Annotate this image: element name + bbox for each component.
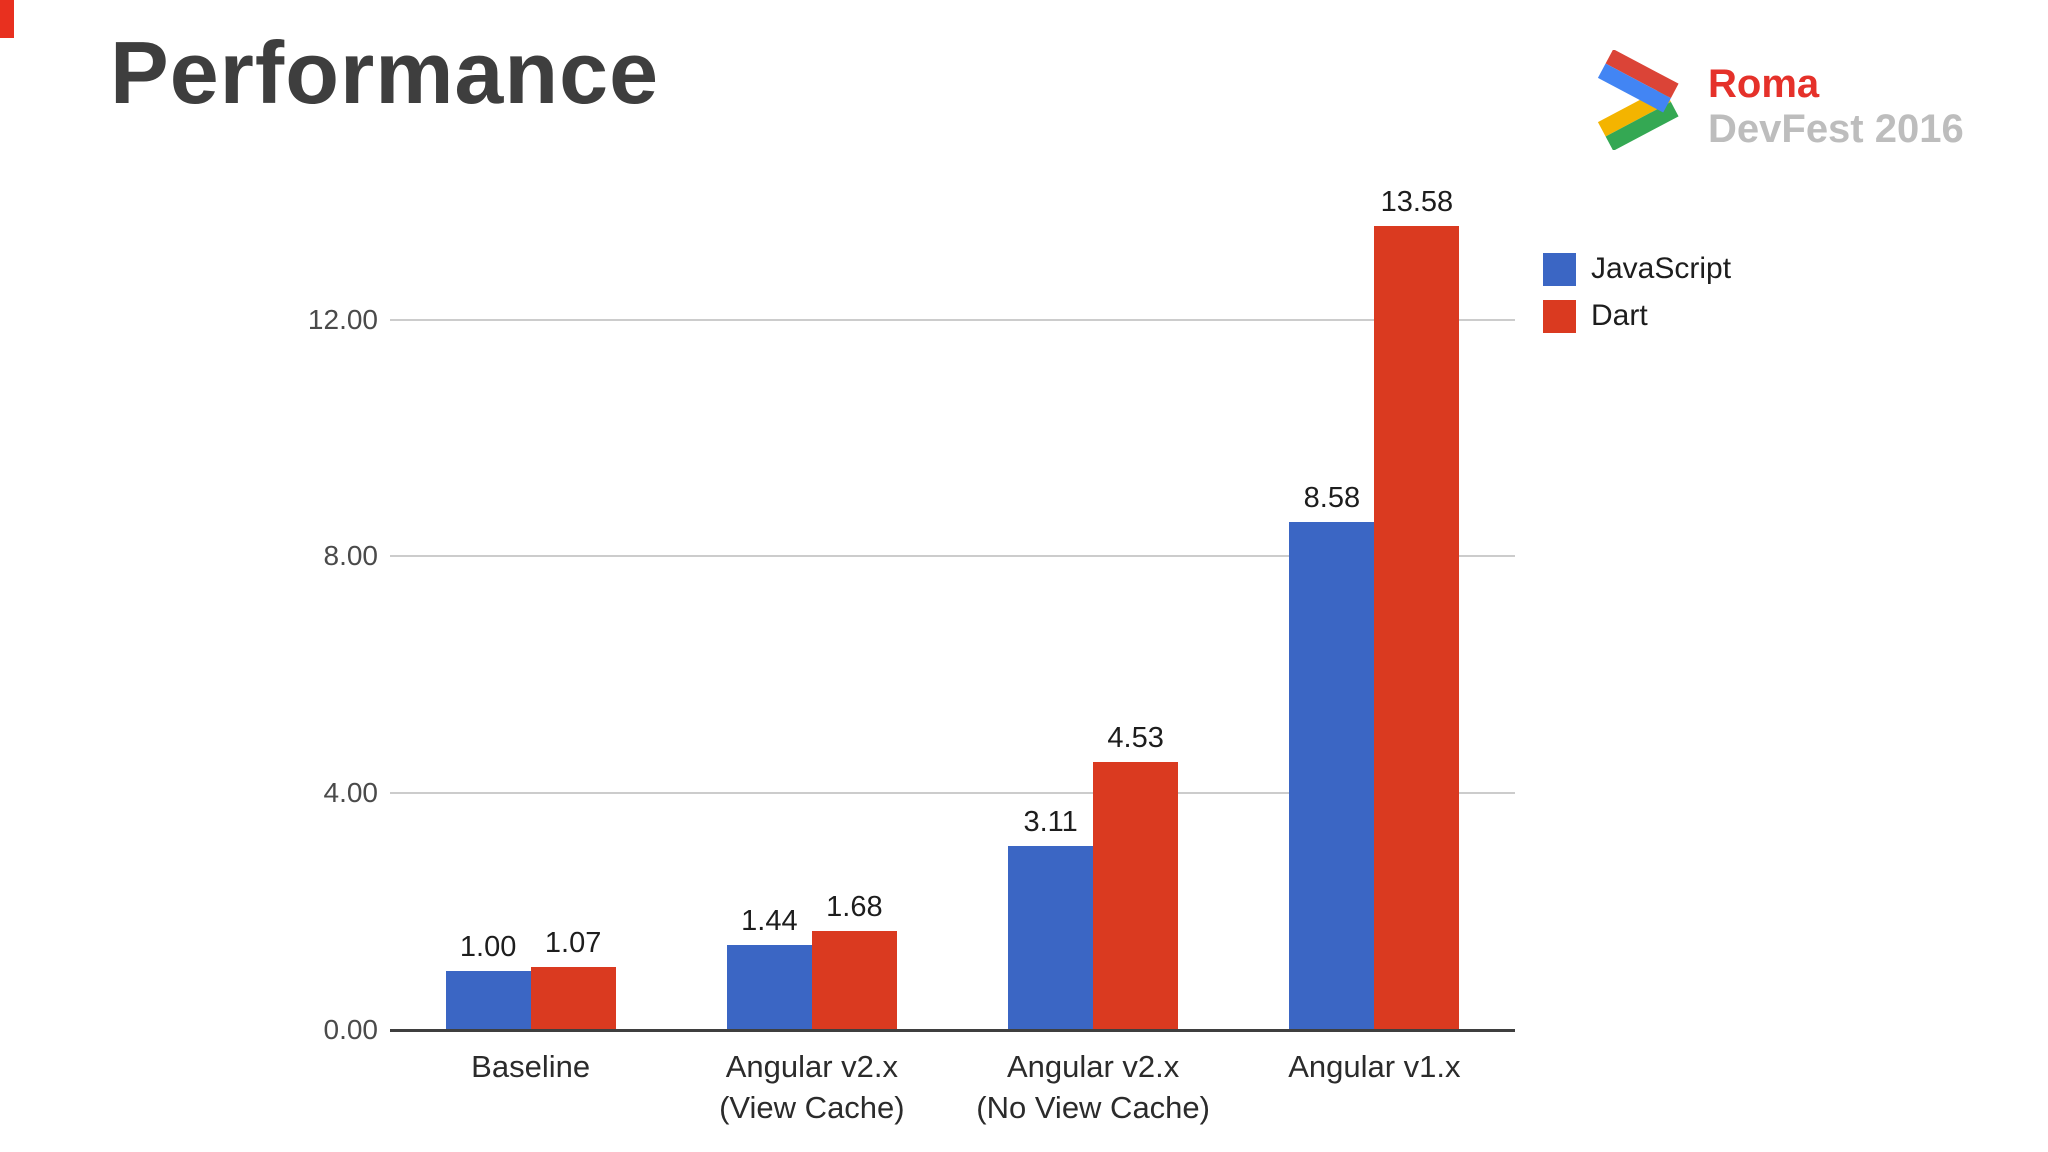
y-axis-tick-label: 4.00	[323, 777, 379, 809]
bar-javascript: 1.44	[726, 905, 812, 1030]
y-axis-tick-label: 12.00	[307, 303, 378, 335]
y-axis-tick-label: 8.00	[323, 540, 379, 572]
x-axis-label-line: Baseline	[471, 1049, 591, 1084]
legend-item-dart: Dart	[1543, 299, 1731, 333]
bar-javascript: 3.11	[1008, 806, 1094, 1030]
x-axis-label-line: (No View Cache)	[976, 1090, 1210, 1125]
x-axis-label: Angular v2.x (View Cache)	[671, 1046, 952, 1128]
bar-value-label: 1.68	[826, 890, 883, 923]
bar-value-label: 3.11	[1023, 805, 1078, 838]
bar-javascript: 1.00	[445, 931, 531, 1030]
bar-dart: 1.68	[811, 891, 897, 1030]
bar-group: 8.58 13.58	[1234, 186, 1515, 1030]
bar-dart: 13.58	[1374, 186, 1460, 1030]
bar-value-label: 1.07	[544, 926, 602, 959]
chart-legend: JavaScript Dart	[1543, 252, 1731, 346]
x-axis-label: Angular v2.x (No View Cache)	[953, 1046, 1234, 1128]
bar-dart: 1.07	[530, 927, 616, 1030]
legend-label: JavaScript	[1591, 252, 1732, 285]
bar-dart: 4.53	[1093, 722, 1179, 1030]
gdg-chevron-icon	[1597, 50, 1679, 150]
bar-group: 3.11 4.53	[953, 722, 1234, 1030]
devfest-logo: Roma DevFest 2016	[1596, 50, 1964, 152]
bar-value-label: 13.58	[1380, 186, 1454, 219]
logo-roma-text: Roma	[1708, 62, 1820, 106]
x-axis-label: Baseline	[390, 1046, 671, 1128]
bar-group: 1.00 1.07	[390, 927, 671, 1030]
bar-value-label: 1.00	[459, 930, 517, 963]
chart-plot-area: 1.00 1.07 1.44 1.68 3.11 4.53 8.58 13.58	[390, 186, 1515, 1032]
logo-devfest-text: DevFest 2016	[1708, 107, 1964, 151]
bar-group: 1.44 1.68	[671, 891, 952, 1030]
x-axis-label-line: Angular v2.x	[725, 1049, 899, 1084]
legend-item-javascript: JavaScript	[1543, 252, 1731, 286]
legend-swatch	[1543, 299, 1576, 333]
bar-groups: 1.00 1.07 1.44 1.68 3.11 4.53 8.58 13.58	[390, 186, 1515, 1030]
bar-value-label: 1.44	[741, 904, 798, 937]
gridline	[390, 792, 1515, 795]
y-axis-tick-label: 0.00	[323, 1014, 379, 1045]
logo-text: Roma DevFest 2016	[1708, 50, 1964, 152]
x-axis: Baseline Angular v2.x (View Cache) Angular …	[390, 1046, 1515, 1128]
bar-javascript: 8.58	[1289, 482, 1375, 1030]
gridline	[390, 318, 1515, 321]
legend-label: Dart	[1591, 299, 1648, 332]
x-axis-label: Angular v1.x	[1234, 1046, 1515, 1128]
bar-value-label: 4.53	[1107, 721, 1164, 754]
y-axis: 0.00 4.00 8.00 12.00	[230, 200, 379, 1044]
x-axis-label-line: Angular v2.x	[1006, 1049, 1180, 1084]
x-axis-label-line: Angular v1.x	[1288, 1049, 1461, 1084]
x-axis-label-line: (View Cache)	[719, 1090, 905, 1125]
x-axis-baseline	[390, 1028, 1515, 1032]
legend-swatch	[1543, 252, 1576, 286]
gridline	[390, 555, 1515, 558]
corner-mark	[0, 0, 14, 38]
bar-value-label: 8.58	[1303, 482, 1361, 515]
slide-title: Performance	[110, 23, 660, 122]
